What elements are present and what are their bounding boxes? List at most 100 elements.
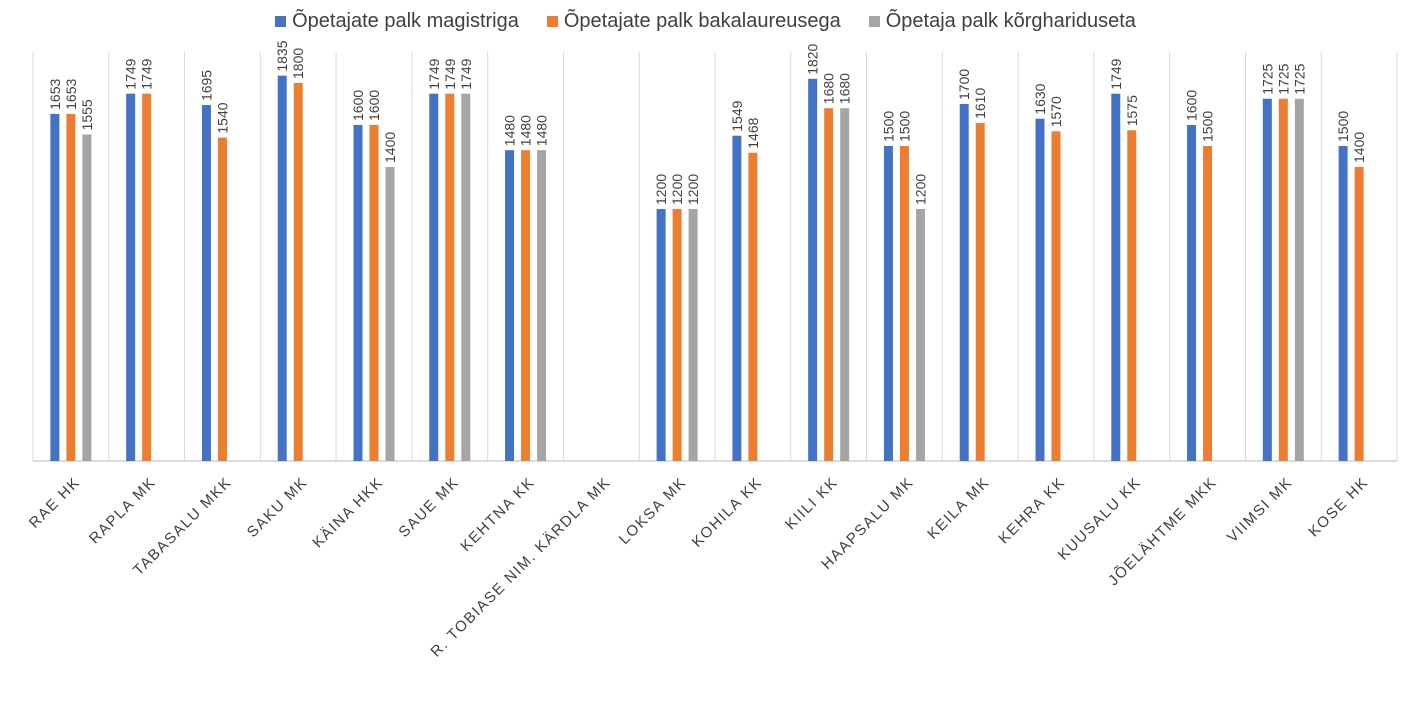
x-tick-label: KOHILA KK: [689, 474, 766, 551]
data-label: 1500: [880, 111, 896, 142]
bar: [1278, 98, 1288, 461]
bar: [732, 135, 742, 461]
legend-item: Õpetajate palk bakalaureusega: [546, 10, 841, 33]
bar: [1035, 118, 1045, 461]
data-label: 1400: [1351, 132, 1367, 163]
data-label: 1540: [214, 102, 230, 133]
bar: [672, 209, 682, 461]
data-label: 1610: [972, 88, 988, 119]
bar: [824, 108, 834, 461]
bar: [505, 150, 515, 461]
legend-label: Õpetajate palk bakalaureusega: [563, 10, 841, 32]
data-label: 1680: [821, 73, 837, 104]
x-tick-label: KEHRA KK: [995, 474, 1069, 548]
bar: [1051, 131, 1061, 462]
bar: [1187, 125, 1197, 461]
bar: [521, 150, 531, 461]
data-label: 1549: [729, 100, 745, 131]
data-label: 1749: [426, 58, 442, 89]
x-tick-label: VIIMSI MK: [1224, 474, 1296, 546]
data-label: 1500: [896, 111, 912, 142]
x-tick-label: KÄINA HKK: [309, 474, 387, 552]
bar: [537, 150, 547, 461]
bar: [656, 209, 666, 461]
bar: [840, 108, 850, 461]
bar: [1294, 98, 1304, 461]
bar: [277, 75, 287, 462]
bar: [201, 105, 211, 462]
bar: [808, 78, 818, 462]
data-label: 1725: [1259, 63, 1275, 94]
bar: [353, 125, 363, 461]
data-label: 1500: [1200, 111, 1216, 142]
data-label: 1480: [502, 115, 518, 146]
data-label: 1835: [274, 40, 290, 71]
bar: [66, 113, 76, 462]
data-label: 1653: [47, 79, 63, 110]
data-label: 1400: [382, 132, 398, 163]
bar: [1262, 98, 1272, 461]
data-label: 1575: [1124, 95, 1140, 126]
bar: [126, 93, 136, 462]
bar: [429, 93, 439, 462]
x-tick-label: RAE HK: [26, 474, 84, 532]
data-label: 1725: [1275, 63, 1291, 94]
x-tick-label: KIILI KK: [782, 474, 841, 533]
data-label: 1555: [79, 99, 95, 130]
data-label: 1749: [139, 58, 155, 89]
data-label: 1695: [198, 70, 214, 101]
bar: [82, 134, 92, 461]
legend-label: Õpetaja palk kõrghariduseta: [885, 10, 1136, 32]
bar: [959, 104, 969, 461]
data-label: 1500: [1335, 111, 1351, 142]
bar: [50, 113, 60, 462]
data-label: 1749: [442, 58, 458, 89]
x-tick-label: KEHTNA KK: [457, 474, 538, 555]
data-label: 1725: [1291, 63, 1307, 94]
data-label: 1200: [685, 174, 701, 205]
bar: [748, 152, 758, 461]
data-label: 1600: [1184, 90, 1200, 121]
data-label: 1480: [534, 115, 550, 146]
data-label: 1600: [366, 90, 382, 121]
legend-item: Õpetajate palk magistriga: [275, 10, 519, 33]
legend-item: Õpetaja palk kõrghariduseta: [868, 10, 1136, 33]
bar: [975, 122, 985, 462]
legend-label: Õpetajate palk magistriga: [292, 10, 519, 32]
bar: [445, 93, 455, 462]
bar: [461, 93, 471, 462]
data-label: 1200: [653, 174, 669, 205]
data-label: 1600: [350, 90, 366, 121]
bar: [142, 93, 152, 462]
bar: [217, 137, 227, 461]
data-label: 1749: [1108, 58, 1124, 89]
bar: [883, 146, 893, 461]
x-tick-label: SAKU MK: [244, 474, 311, 541]
bar: [1127, 130, 1137, 461]
bar: [385, 167, 395, 461]
data-label: 1749: [458, 58, 474, 89]
data-label: 1480: [518, 115, 534, 146]
x-tick-label: RAPLA MK: [86, 474, 160, 548]
x-tick-label: KEILA MK: [924, 474, 993, 543]
x-tick-label: KOSE HK: [1305, 474, 1372, 541]
data-label: 1680: [837, 73, 853, 104]
data-label: 1800: [290, 48, 306, 79]
bar: [1111, 93, 1121, 462]
bar: [293, 83, 303, 461]
bar: [1354, 167, 1364, 461]
bar: [899, 146, 909, 461]
legend: Õpetajate palk magistriga Õpetajate palk …: [0, 10, 1411, 33]
data-label: 1200: [669, 174, 685, 205]
data-label: 1749: [123, 58, 139, 89]
x-tick-label: LOKSA MK: [616, 474, 690, 548]
data-label: 1820: [805, 43, 821, 74]
data-label: 1653: [63, 79, 79, 110]
bar: [688, 209, 698, 461]
legend-swatch: [868, 16, 880, 27]
data-label: 1468: [745, 117, 761, 148]
x-tick-label: SAUE MK: [395, 474, 462, 541]
legend-swatch: [546, 16, 558, 27]
legend-swatch: [275, 16, 287, 27]
